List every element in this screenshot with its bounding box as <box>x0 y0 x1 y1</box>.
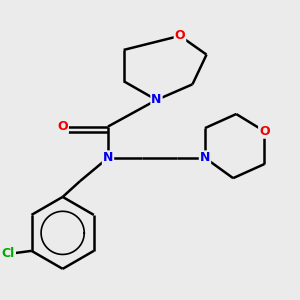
Text: N: N <box>200 151 210 164</box>
Text: O: O <box>175 29 185 42</box>
Text: O: O <box>259 125 270 138</box>
Text: Cl: Cl <box>2 248 15 260</box>
Text: N: N <box>151 94 162 106</box>
Text: N: N <box>103 151 113 164</box>
Text: O: O <box>57 120 68 133</box>
